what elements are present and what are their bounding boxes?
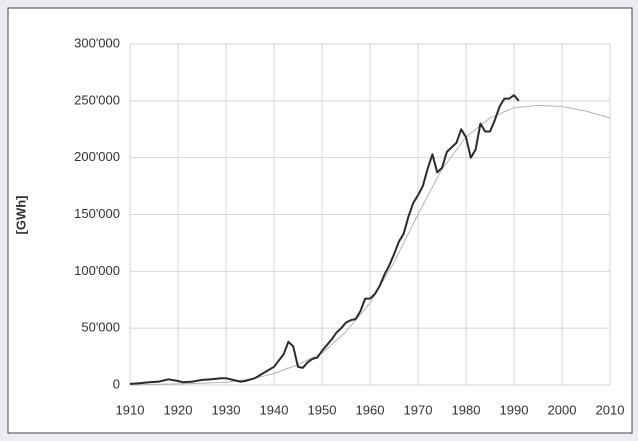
- x-tick-label: 1910: [116, 402, 145, 417]
- y-tick-label: 250'000: [74, 92, 120, 107]
- x-tick-label: 1950: [308, 402, 337, 417]
- x-tick-label: 1940: [260, 402, 289, 417]
- data-line: [129, 104, 611, 386]
- y-tick-label: 300'000: [74, 35, 120, 50]
- y-tick-label: 50'000: [81, 320, 120, 335]
- y-tick-label: 150'000: [74, 206, 120, 221]
- y-tick-label: 200'000: [74, 149, 120, 164]
- x-tick-label: 2010: [596, 402, 625, 417]
- x-tick-label: 1920: [164, 402, 193, 417]
- panel: [7, 7, 633, 434]
- x-tick-label: 1960: [356, 402, 385, 417]
- y-tick-label: 100'000: [74, 263, 120, 278]
- data-line: [129, 94, 520, 385]
- x-tick-label: 1980: [452, 402, 481, 417]
- x-tick-label: 1970: [404, 402, 433, 417]
- x-tick-label: 1930: [212, 402, 241, 417]
- x-tick-label: 1990: [500, 402, 529, 417]
- y-axis-label: [GWh]: [13, 196, 28, 235]
- x-tick-label: 2000: [548, 402, 577, 417]
- y-tick-label: 0: [113, 376, 120, 391]
